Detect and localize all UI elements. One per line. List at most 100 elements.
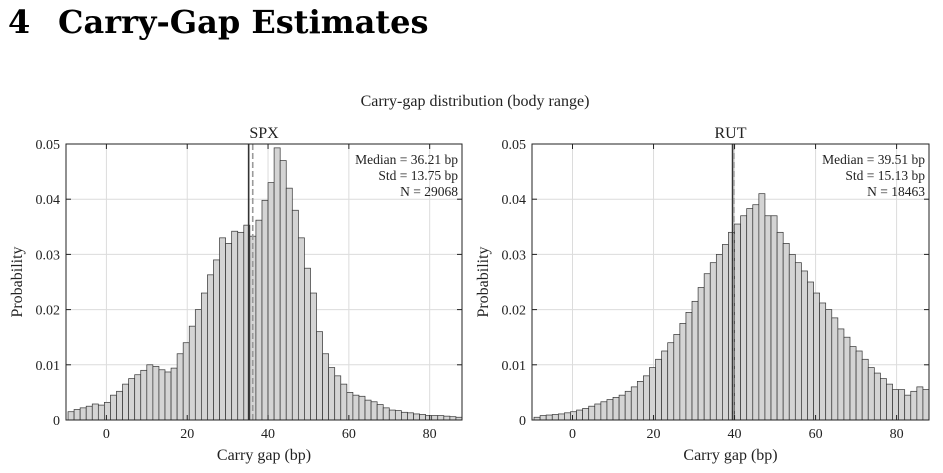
histogram-bar	[564, 412, 571, 421]
histogram-bar	[152, 366, 160, 421]
histogram-bar	[643, 375, 650, 421]
histogram-bar	[267, 182, 275, 421]
histogram-bar	[557, 413, 565, 421]
histogram-bar	[655, 358, 662, 421]
histogram-bar	[225, 243, 233, 421]
section-title: Carry-Gap Estimates	[58, 3, 429, 41]
histogram-bar	[831, 317, 839, 421]
histogram-bar	[618, 394, 626, 421]
x-tick-label: 80	[890, 427, 904, 442]
histogram-bar	[382, 407, 390, 421]
histogram-bar	[104, 401, 111, 421]
histogram-bar	[213, 259, 220, 421]
y-tick-label: 0.03	[36, 248, 61, 263]
histogram-bar	[649, 367, 656, 421]
histogram-bar	[407, 412, 414, 421]
histogram-bar	[910, 390, 918, 421]
histogram-bar	[116, 390, 123, 421]
chart-panel-spx: 0 20 40 60 80 0 0.01 0.02 0.03 0.04 0.05 SPX Carry g…	[9, 125, 463, 464]
y-tick-label: 0.04	[36, 193, 61, 208]
panel-title: SPX	[249, 125, 279, 142]
stats-annotation: N = 18463	[867, 184, 925, 199]
histogram-bar	[237, 231, 245, 421]
histogram-bar	[722, 244, 729, 421]
histogram-bar	[539, 415, 547, 421]
y-tick-label: 0.02	[502, 304, 527, 319]
histogram-bar	[849, 346, 857, 421]
histogram-bar	[297, 237, 305, 421]
histogram-bar	[358, 395, 366, 421]
histogram-bar	[158, 369, 166, 421]
histogram-bar	[316, 331, 323, 421]
histogram-bar	[752, 204, 760, 421]
histogram-bar	[898, 389, 906, 421]
histogram-bar	[794, 262, 802, 421]
histogram-bar	[328, 367, 336, 421]
histogram-bar	[431, 415, 439, 421]
histogram-bar	[370, 401, 378, 421]
histogram-bar	[97, 404, 105, 421]
histogram-bar	[867, 367, 875, 421]
histogram-bar	[207, 274, 214, 421]
histogram-bar	[334, 375, 342, 421]
histogram-bar	[388, 409, 396, 421]
histogram-bar	[437, 415, 445, 421]
x-tick-label: 40	[728, 427, 742, 442]
y-axis-label: Probability	[9, 246, 26, 317]
histogram-bar	[916, 386, 924, 421]
histogram-bar	[188, 325, 196, 421]
histogram-bar	[376, 404, 384, 421]
y-tick-label: 0.03	[502, 248, 527, 263]
axes-frame	[531, 143, 930, 421]
histogram-bar	[813, 292, 820, 421]
histogram-bar	[691, 300, 699, 421]
histogram-bar	[685, 312, 693, 421]
histogram-bar	[782, 243, 790, 421]
histogram-bar	[588, 405, 596, 421]
histogram-bar	[770, 215, 778, 421]
histogram-bar	[679, 323, 687, 421]
stats-annotation: Std = 13.75 bp	[378, 168, 458, 183]
histogram-bar	[764, 215, 772, 421]
histogram-bar	[340, 383, 348, 421]
stats-annotation: N = 29068	[400, 184, 458, 199]
histogram-bar	[709, 262, 717, 421]
x-axis-label: Carry gap (bp)	[217, 447, 311, 464]
histogram-bar	[886, 383, 893, 421]
histogram-bar	[715, 254, 723, 421]
histogram-bar	[740, 215, 748, 421]
y-tick-label: 0	[519, 414, 526, 429]
histogram-bar	[279, 160, 287, 421]
histogram-bar	[600, 401, 608, 421]
histogram-bar	[291, 209, 299, 421]
histogram-bar	[352, 394, 360, 421]
histogram-bar	[892, 389, 899, 421]
histogram-bar	[661, 350, 669, 421]
x-tick-label: 60	[809, 427, 823, 442]
histogram-bar	[261, 199, 269, 421]
histogram-bar	[170, 367, 178, 421]
histogram-bar	[861, 358, 869, 421]
histogram-bar	[401, 411, 408, 421]
x-tick-label: 20	[647, 427, 661, 442]
histogram-bar	[801, 270, 808, 421]
histogram-bar	[594, 403, 602, 421]
histogram-bar	[443, 415, 451, 421]
histogram-bar	[273, 147, 281, 421]
histogram-bar	[231, 230, 239, 421]
chart-panel-rut: 0 20 40 60 80 0 0.01 0.02 0.03 0.04 0.05 RUT Carry g…	[475, 125, 930, 464]
histogram-bar	[91, 403, 99, 421]
histogram-bar	[201, 292, 208, 421]
x-tick-label: 60	[342, 427, 356, 442]
histogram-bar	[394, 410, 402, 421]
histogram-bar	[734, 223, 741, 421]
histogram-bar	[873, 372, 881, 421]
histogram-bar	[667, 342, 675, 421]
stats-annotation: Median = 39.51 bp	[822, 152, 925, 167]
axes-frame	[65, 143, 463, 421]
histogram-bar	[310, 292, 317, 421]
panel-title: RUT	[715, 125, 747, 142]
histogram-bar	[182, 342, 190, 421]
histogram-bar	[880, 378, 887, 421]
